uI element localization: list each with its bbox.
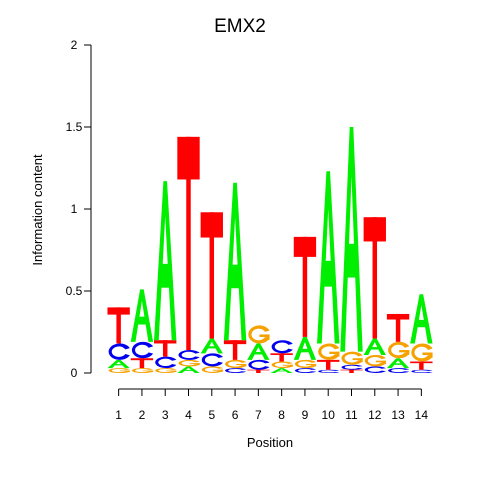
letter-A-glyph xyxy=(317,171,340,344)
letter-T-glyph xyxy=(223,340,247,360)
letter-T-glyph xyxy=(130,358,154,369)
letter-C-glyph xyxy=(155,356,177,369)
x-tick-label: 10 xyxy=(322,408,336,422)
letter-C-glyph xyxy=(201,353,223,367)
letter-C-glyph xyxy=(388,368,410,373)
letter-T-glyph xyxy=(386,313,410,342)
letter-G-glyph xyxy=(271,361,293,369)
letter-C-glyph xyxy=(248,359,270,370)
logo-column xyxy=(107,307,130,373)
letter-G-glyph xyxy=(155,368,177,373)
letter-G-glyph xyxy=(411,343,433,362)
letter-G-glyph xyxy=(294,359,317,369)
letter-A-glyph xyxy=(130,289,154,342)
letter-A-glyph xyxy=(410,294,433,344)
letter-T-glyph xyxy=(410,361,433,370)
letter-A-glyph xyxy=(154,181,177,341)
x-tick-label: 6 xyxy=(232,408,239,422)
letter-G-glyph xyxy=(248,325,270,344)
letter-G-glyph xyxy=(108,368,130,373)
letter-G-glyph xyxy=(318,343,340,360)
y-tick-label: 0.5 xyxy=(66,284,83,298)
letter-T-glyph xyxy=(154,340,177,357)
letter-T-glyph xyxy=(270,353,293,362)
letter-C-glyph xyxy=(271,340,293,354)
letter-T-glyph xyxy=(200,212,223,339)
chart-title: EMX2 xyxy=(214,16,266,37)
logo-column xyxy=(317,171,340,373)
letter-T-glyph xyxy=(317,359,340,370)
letter-G-glyph xyxy=(388,341,410,359)
x-tick-label: 4 xyxy=(185,408,192,422)
x-tick-label: 5 xyxy=(208,408,215,422)
letter-A-glyph xyxy=(340,127,363,352)
x-tick-label: 1 xyxy=(115,408,122,422)
y-tick-label: 1.5 xyxy=(66,120,83,134)
x-axis-title: Position xyxy=(247,435,293,450)
letter-T-glyph xyxy=(107,307,130,344)
letter-T-glyph xyxy=(177,136,200,351)
letter-C-glyph xyxy=(318,369,340,373)
x-axis: 1 2 3 4 5 6 7 8 9 10 11 12 13 14 xyxy=(115,388,429,422)
y-axis: 0 0.5 1 1.5 2 xyxy=(66,38,92,380)
letter-G-glyph xyxy=(178,359,200,367)
logo-column xyxy=(130,289,154,373)
letter-T-glyph xyxy=(293,236,317,337)
letter-C-glyph xyxy=(411,369,433,373)
letter-A-glyph xyxy=(223,182,247,341)
logo-column xyxy=(177,136,200,373)
letter-A-glyph xyxy=(107,359,130,369)
letter-T-glyph xyxy=(340,369,363,373)
logo-column xyxy=(154,181,177,373)
logo-column xyxy=(410,294,433,373)
letter-C-glyph xyxy=(131,341,154,359)
letter-A-glyph xyxy=(363,338,386,355)
logo-column xyxy=(340,127,363,373)
x-tick-label: 2 xyxy=(139,408,146,422)
letter-A-glyph xyxy=(293,336,317,360)
x-tick-label: 3 xyxy=(162,408,169,422)
x-tick-label: 8 xyxy=(278,408,285,422)
logo-column xyxy=(247,325,270,373)
x-tick-label: 11 xyxy=(345,408,358,422)
x-tick-label: 12 xyxy=(368,408,382,422)
letter-C-glyph xyxy=(108,343,130,360)
logo-column xyxy=(363,217,386,373)
letter-G-glyph xyxy=(225,359,247,369)
letter-C-glyph xyxy=(225,368,247,373)
letter-A-glyph xyxy=(247,343,270,360)
logo-column xyxy=(270,340,293,373)
letter-C-glyph xyxy=(178,350,200,360)
logo-column xyxy=(386,313,410,373)
letter-T-glyph xyxy=(363,217,386,339)
letter-G-glyph xyxy=(131,368,154,373)
logo-column xyxy=(293,236,317,373)
letter-G-glyph xyxy=(364,354,386,367)
letter-T-glyph xyxy=(247,369,270,373)
letter-A-glyph xyxy=(386,358,410,369)
y-tick-label: 2 xyxy=(71,38,78,52)
x-tick-label: 13 xyxy=(391,408,405,422)
letter-C-glyph xyxy=(364,366,386,373)
y-axis-title: Information content xyxy=(30,154,45,266)
logo-column xyxy=(200,212,223,373)
letter-A-glyph xyxy=(200,338,223,354)
logo-stacks xyxy=(107,127,433,373)
letter-A-glyph xyxy=(270,368,293,373)
letter-G-glyph xyxy=(341,351,363,365)
letter-C-glyph xyxy=(294,368,317,373)
y-tick-label: 0 xyxy=(71,366,78,380)
letter-G-glyph xyxy=(201,366,223,373)
x-tick-label: 14 xyxy=(415,408,429,422)
x-tick-label: 7 xyxy=(255,408,262,422)
y-tick-label: 1 xyxy=(71,202,78,216)
logo-column xyxy=(223,182,247,373)
letter-A-glyph xyxy=(177,366,200,373)
letter-C-glyph xyxy=(341,364,363,370)
x-tick-label: 9 xyxy=(302,408,309,422)
